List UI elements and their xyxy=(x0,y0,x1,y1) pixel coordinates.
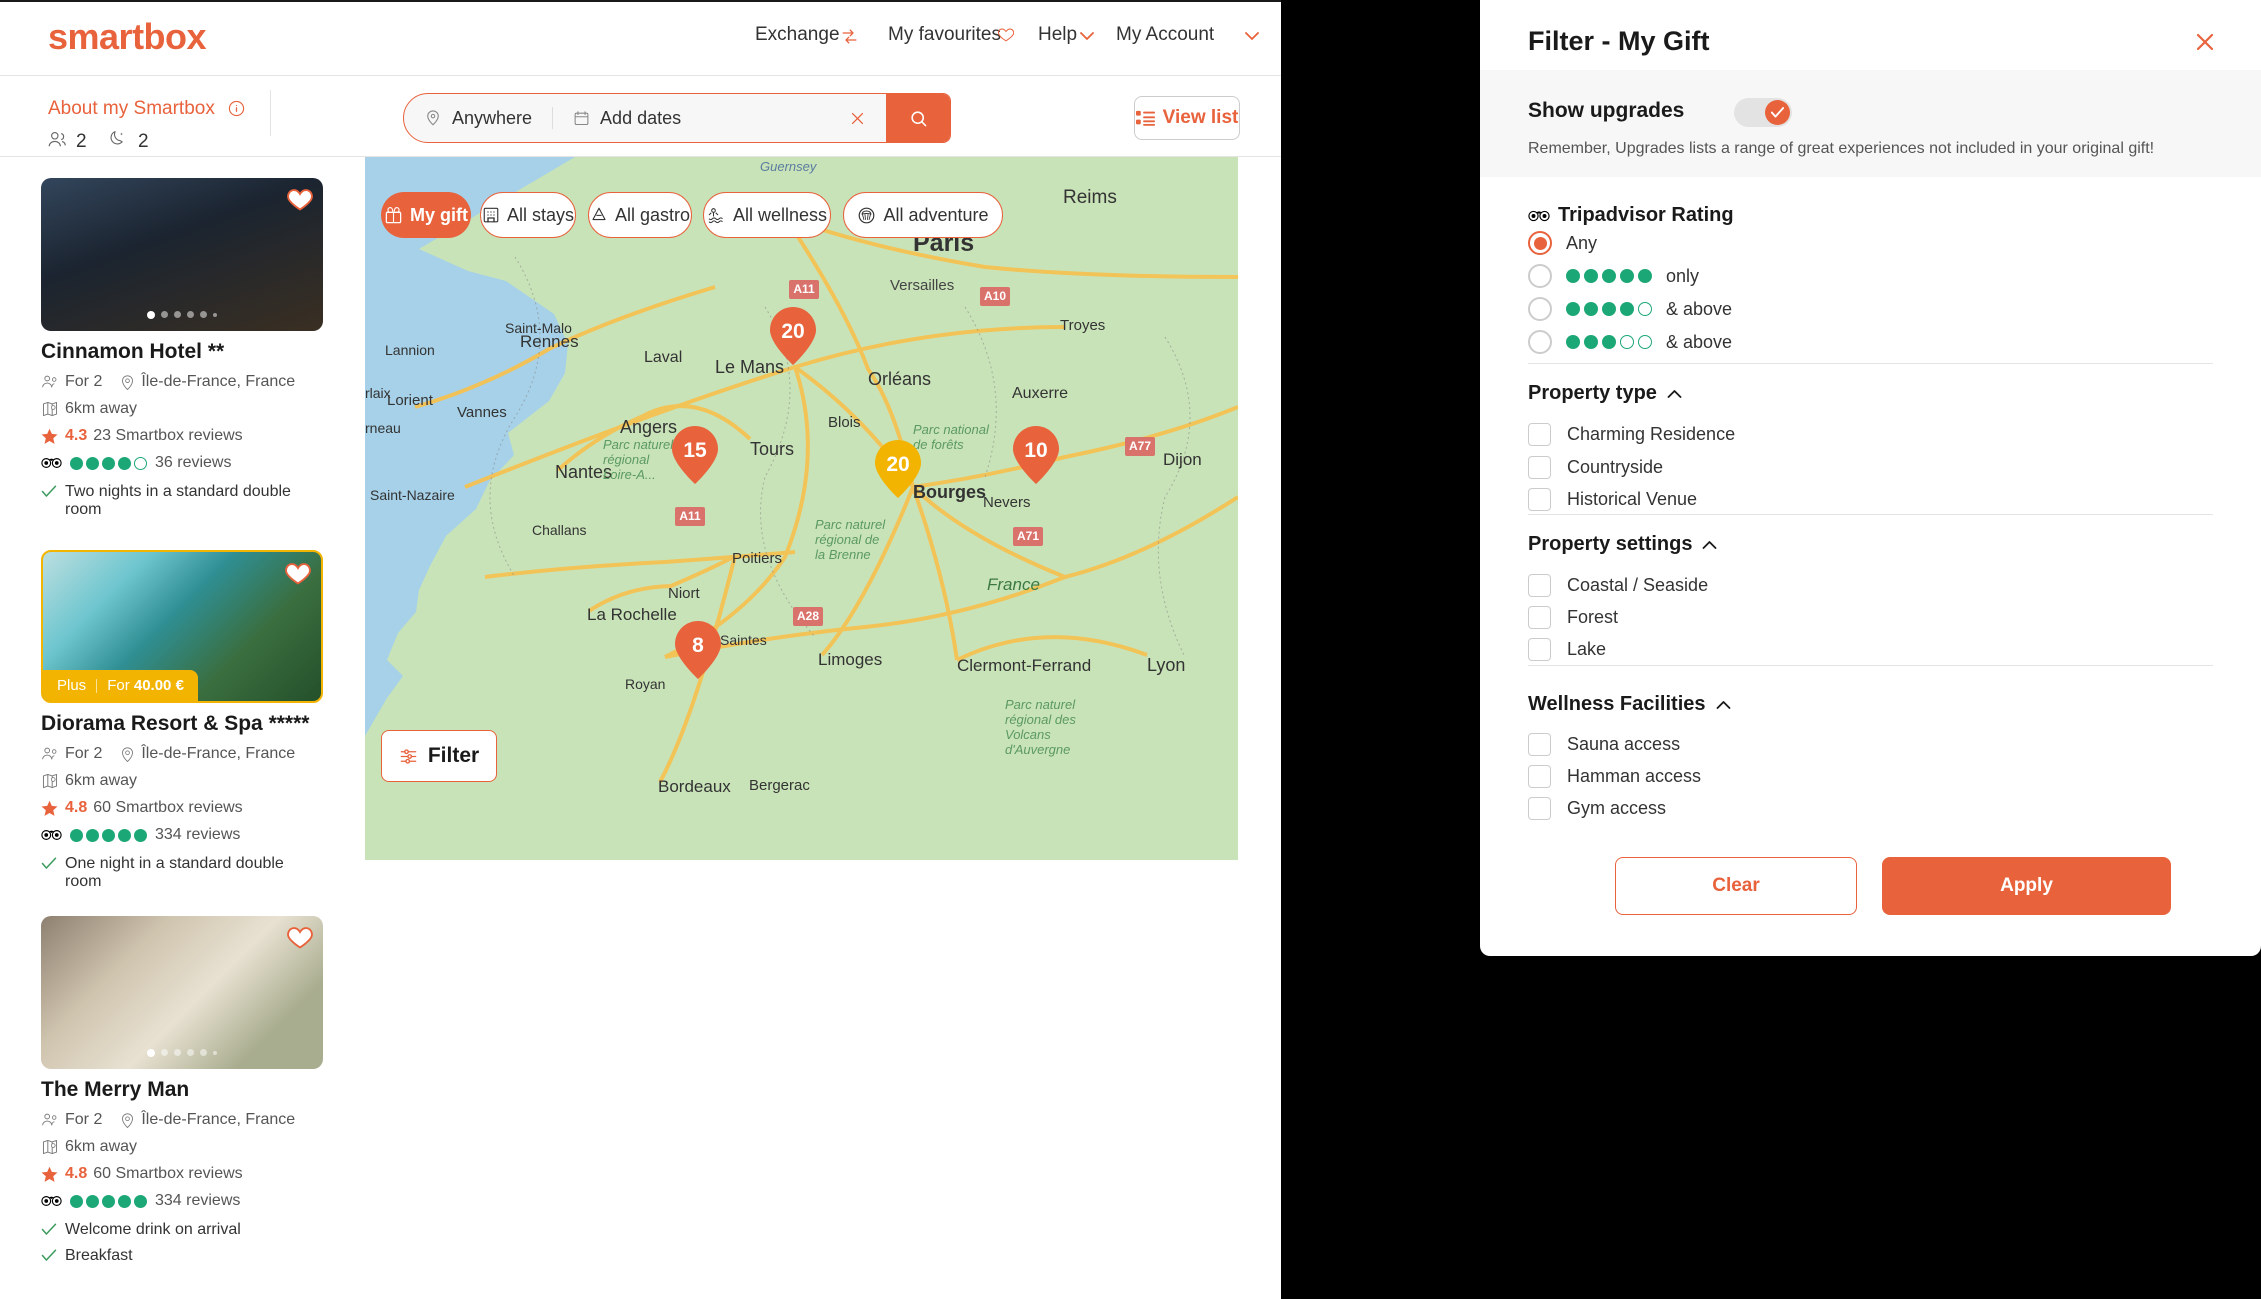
svg-text:A28: A28 xyxy=(797,609,819,623)
svg-text:A10: A10 xyxy=(984,289,1006,303)
svg-text:A71: A71 xyxy=(1017,529,1039,543)
svg-text:A11: A11 xyxy=(793,282,815,296)
svg-text:A77: A77 xyxy=(1129,439,1151,453)
svg-text:A11: A11 xyxy=(679,509,701,523)
